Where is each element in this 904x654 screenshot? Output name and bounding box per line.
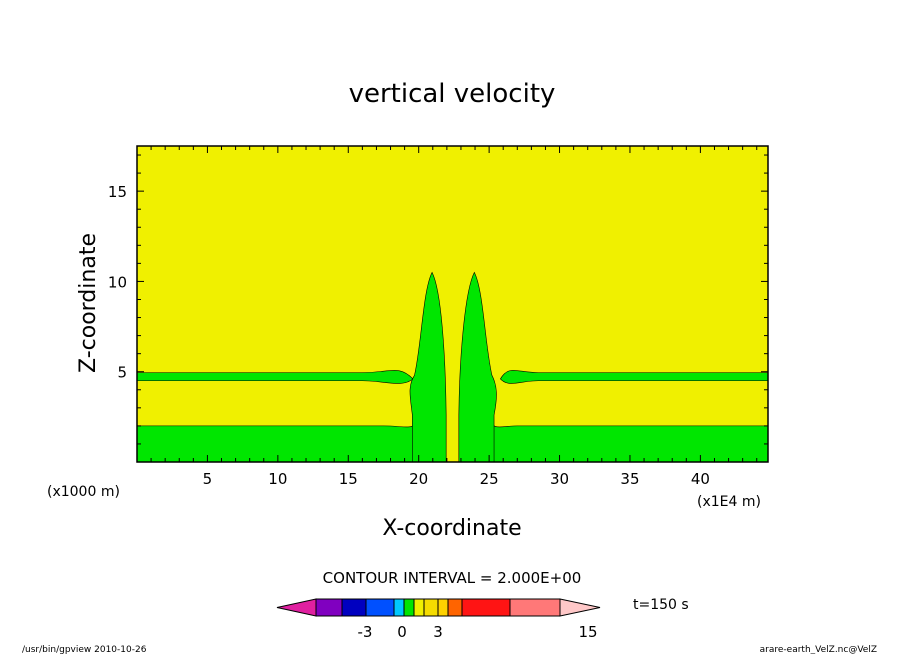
plot-frame <box>136 145 769 463</box>
time-label: t=150 s <box>633 597 689 613</box>
y-tick-label: 10 <box>108 273 127 291</box>
plot-background <box>137 146 768 462</box>
colorbar-cell <box>315 598 343 617</box>
x-tick-label: 10 <box>268 470 287 488</box>
y-tick-label: 5 <box>117 364 127 382</box>
colorbar-cell <box>413 598 425 617</box>
plot-area: 5 10 15 20 25 30 35 40 5 10 15 <box>108 145 769 488</box>
x-tick-label: 35 <box>620 470 639 488</box>
colorbar-label: -3 <box>358 623 373 641</box>
colorbar-cell <box>461 598 511 617</box>
colorbar-cell <box>423 598 439 617</box>
y-axis-label: Z-coordinate <box>76 233 101 373</box>
x-tick-label: 15 <box>339 470 358 488</box>
right-plume <box>458 271 497 463</box>
x-tick-label: 20 <box>409 470 428 488</box>
colorbar: -3 0 3 15 <box>276 598 601 641</box>
chart-title: vertical velocity <box>349 79 556 109</box>
colorbar-cell <box>447 598 463 617</box>
contour-interval-label: CONTOUR INTERVAL = 2.000E+00 <box>323 569 582 587</box>
colorbar-label: 3 <box>433 623 443 641</box>
x-tick-label: 30 <box>550 470 569 488</box>
colorbar-cell <box>437 598 449 617</box>
colorbar-label: 15 <box>578 623 597 641</box>
mid-layer-right <box>500 370 769 384</box>
colorbar-label: 0 <box>397 623 407 641</box>
footer-left: /usr/bin/gpview 2010-10-26 <box>22 645 147 654</box>
colorbar-cell <box>393 598 405 617</box>
x-unit-right: (x1E4 m) <box>697 494 761 510</box>
colorbar-cell <box>341 598 367 617</box>
colorbar-cell <box>403 598 415 617</box>
x-axis-label: X-coordinate <box>382 516 521 541</box>
x-tick-label: 5 <box>203 470 213 488</box>
colorbar-left-arrow <box>276 598 317 617</box>
footer-right: arare-earth_VelZ.nc@VelZ <box>760 645 877 654</box>
colorbar-cell <box>365 598 395 617</box>
colorbar-right-arrow <box>559 598 601 617</box>
x-tick-label: 40 <box>691 470 710 488</box>
left-plume <box>409 271 447 463</box>
center-gap <box>450 425 458 462</box>
colorbar-cell <box>509 598 561 617</box>
x-unit-left: (x1000 m) <box>47 484 120 500</box>
y-tick-label: 15 <box>108 183 127 201</box>
x-tick-label: 25 <box>480 470 499 488</box>
